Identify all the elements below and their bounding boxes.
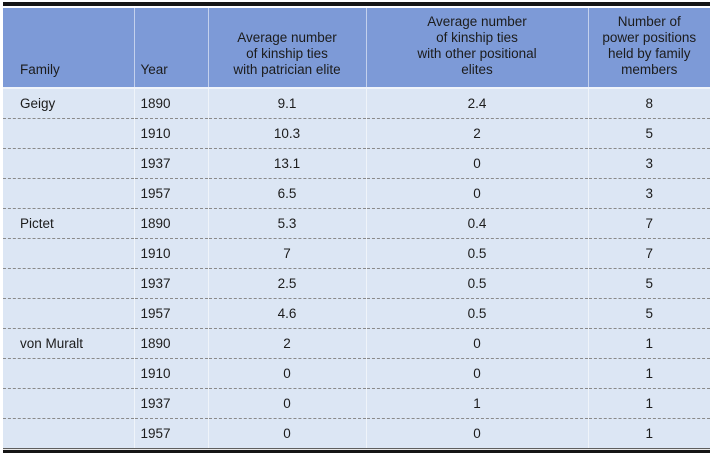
family-cell <box>3 117 135 148</box>
kinship-patrician-cell: 13.1 <box>208 147 367 178</box>
power-positions-cell: 5 <box>588 267 710 298</box>
column-header-year: Year <box>134 8 209 89</box>
table-header: Family Year Average number of kinship ti… <box>3 8 710 89</box>
year-cell: 1910 <box>134 237 209 268</box>
kinship-patrician-cell: 0 <box>208 357 367 388</box>
kinship-other-cell: 0 <box>366 177 589 208</box>
kinship-other-cell: 2 <box>366 117 589 148</box>
year-cell: 1937 <box>134 267 209 298</box>
column-header-kinship-other: Average number of kinship ties with othe… <box>366 8 589 89</box>
bottom-rule <box>3 448 710 453</box>
top-rule <box>3 2 710 6</box>
kinship-other-cell: 2.4 <box>366 88 589 118</box>
table-row: 1937 2.5 0.5 5 <box>3 267 710 298</box>
family-cell <box>3 147 135 178</box>
kinship-other-cell: 0 <box>366 357 589 388</box>
kinship-patrician-cell: 10.3 <box>208 117 367 148</box>
kinship-other-cell: 0.5 <box>366 297 589 328</box>
kinship-other-cell: 0.5 <box>366 267 589 298</box>
column-header-kinship-patrician: Average number of kinship ties with patr… <box>208 8 367 89</box>
family-cell <box>3 237 135 268</box>
family-cell: Geigy <box>3 88 135 118</box>
year-cell: 1937 <box>134 147 209 178</box>
kinship-patrician-cell: 4.6 <box>208 297 367 328</box>
kinship-other-cell: 0.4 <box>366 207 589 238</box>
kinship-other-cell: 0 <box>366 147 589 178</box>
family-cell: von Muralt <box>3 327 135 358</box>
table-row: von Muralt 1890 2 0 1 <box>3 327 710 358</box>
family-cell <box>3 417 135 448</box>
kinship-other-cell: 1 <box>366 387 589 418</box>
family-cell <box>3 357 135 388</box>
table-row: 1957 4.6 0.5 5 <box>3 297 710 328</box>
power-positions-cell: 3 <box>588 177 710 208</box>
kinship-patrician-cell: 2 <box>208 327 367 358</box>
kinship-other-cell: 0 <box>366 417 589 448</box>
year-cell: 1937 <box>134 387 209 418</box>
table-row: 1957 6.5 0 3 <box>3 177 710 208</box>
table-row: 1957 0 0 1 <box>3 417 710 448</box>
power-positions-cell: 1 <box>588 387 710 418</box>
header-row: Family Year Average number of kinship ti… <box>3 8 710 89</box>
power-positions-cell: 1 <box>588 357 710 388</box>
table-body: Geigy 1890 9.1 2.4 8 1910 10.3 2 5 1937 13.1 0 3 1957… <box>3 88 710 448</box>
family-cell <box>3 297 135 328</box>
column-header-power-positions: Number of power positions held by family… <box>588 8 710 89</box>
kinship-patrician-cell: 0 <box>208 417 367 448</box>
table-row: 1937 13.1 0 3 <box>3 147 710 178</box>
family-cell <box>3 177 135 208</box>
power-positions-cell: 8 <box>588 88 710 118</box>
year-cell: 1957 <box>134 177 209 208</box>
table-row: 1937 0 1 1 <box>3 387 710 418</box>
year-cell: 1910 <box>134 357 209 388</box>
table-frame: Family Year Average number of kinship ti… <box>3 2 710 453</box>
family-cell <box>3 267 135 298</box>
kinship-patrician-cell: 5.3 <box>208 207 367 238</box>
year-cell: 1957 <box>134 297 209 328</box>
kinship-patrician-cell: 9.1 <box>208 88 367 118</box>
year-cell: 1890 <box>134 327 209 358</box>
table-row: 1910 0 0 1 <box>3 357 710 388</box>
table-row: 1910 10.3 2 5 <box>3 117 710 148</box>
elite-families-table: Family Year Average number of kinship ti… <box>3 8 710 448</box>
kinship-patrician-cell: 0 <box>208 387 367 418</box>
table-row: 1910 7 0.5 7 <box>3 237 710 268</box>
kinship-patrician-cell: 2.5 <box>208 267 367 298</box>
family-cell: Pictet <box>3 207 135 238</box>
kinship-other-cell: 0 <box>366 327 589 358</box>
year-cell: 1890 <box>134 88 209 118</box>
table-row: Pictet 1890 5.3 0.4 7 <box>3 207 710 238</box>
power-positions-cell: 7 <box>588 207 710 238</box>
power-positions-cell: 1 <box>588 417 710 448</box>
family-cell <box>3 387 135 418</box>
year-cell: 1910 <box>134 117 209 148</box>
kinship-patrician-cell: 6.5 <box>208 177 367 208</box>
kinship-other-cell: 0.5 <box>366 237 589 268</box>
power-positions-cell: 1 <box>588 327 710 358</box>
year-cell: 1890 <box>134 207 209 238</box>
power-positions-cell: 5 <box>588 117 710 148</box>
power-positions-cell: 7 <box>588 237 710 268</box>
power-positions-cell: 3 <box>588 147 710 178</box>
year-cell: 1957 <box>134 417 209 448</box>
table-row: Geigy 1890 9.1 2.4 8 <box>3 88 710 118</box>
kinship-patrician-cell: 7 <box>208 237 367 268</box>
column-header-family: Family <box>3 8 135 89</box>
power-positions-cell: 5 <box>588 297 710 328</box>
